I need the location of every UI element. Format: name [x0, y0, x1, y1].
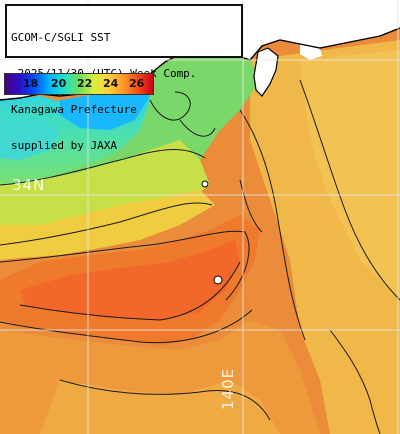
sst-contours	[0, 79, 400, 434]
transition-zone	[0, 140, 210, 245]
longitude-label: 140E	[219, 367, 237, 410]
title-box: GCOM-C/SGLI SST ~2025/11/30 (UTC) Week C…	[5, 4, 243, 152]
title-line-region: Kanagawa Prefecture	[11, 103, 137, 116]
title-line-product: GCOM-C/SGLI SST	[11, 31, 111, 44]
colorbar-tick: 22	[77, 77, 93, 90]
island	[213, 275, 223, 285]
title-line-credit: supplied by JAXA	[11, 139, 117, 152]
colorbar-tick: 18	[23, 77, 39, 90]
colorbar: 18 20 22 24 26	[4, 73, 154, 95]
colorbar-tick: 20	[51, 77, 67, 90]
island	[201, 180, 209, 188]
latitude-label: 34N	[12, 176, 46, 194]
colorbar-tick: 26	[129, 77, 145, 90]
colorbar-tick: 24	[103, 77, 119, 90]
